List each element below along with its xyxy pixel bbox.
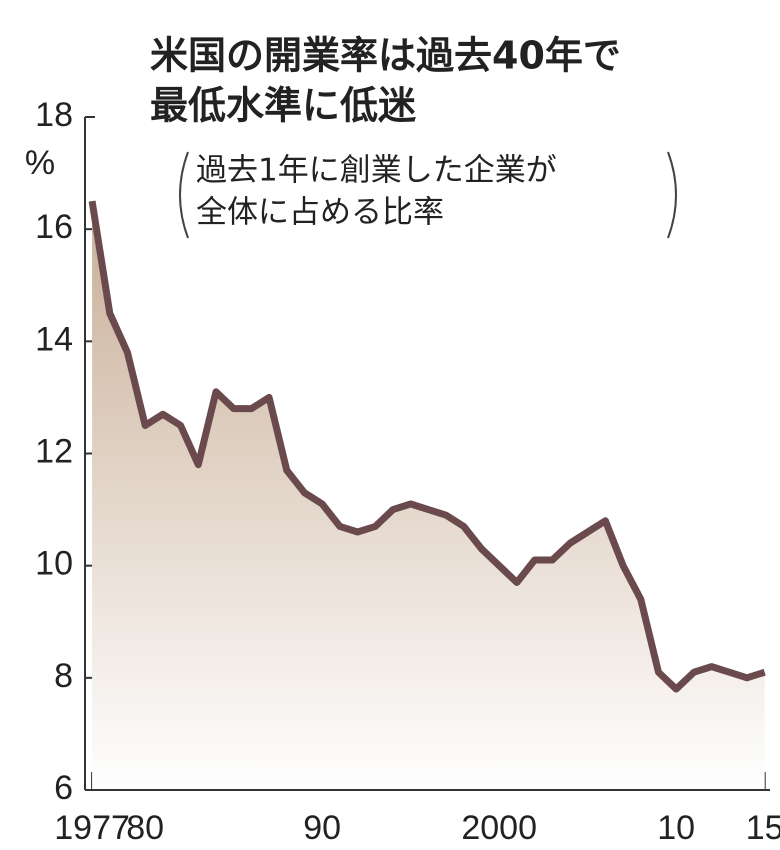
subtitle: 過去1年に創業した企業が <box>196 153 557 189</box>
y-tick-label: 16 <box>35 208 73 246</box>
x-tick-label: 10 <box>657 809 695 847</box>
y-tick-label: 12 <box>35 432 73 470</box>
x-tick-label: 2000 <box>461 809 537 847</box>
y-tick-label: 18 <box>35 96 73 134</box>
y-tick-label: 14 <box>35 320 73 358</box>
x-tick-label: 15 <box>746 809 780 847</box>
chart-title: 最低水準に低迷 <box>150 84 416 128</box>
area <box>92 201 765 790</box>
x-tick-label: 90 <box>303 809 341 847</box>
y-tick-label: 8 <box>54 657 73 695</box>
x-tick-label: 1977 <box>54 809 130 847</box>
y-unit: % <box>25 144 55 182</box>
paren-right <box>667 151 677 239</box>
subtitle: 全体に占める比率 <box>196 195 444 231</box>
line <box>88 200 766 693</box>
chart-title: 米国の開業率は過去40年で <box>150 34 621 78</box>
y-tick-label: 10 <box>35 545 73 583</box>
y-tick-label: 6 <box>54 769 73 807</box>
paren-left <box>179 151 189 239</box>
x-tick-label: 80 <box>126 809 164 847</box>
